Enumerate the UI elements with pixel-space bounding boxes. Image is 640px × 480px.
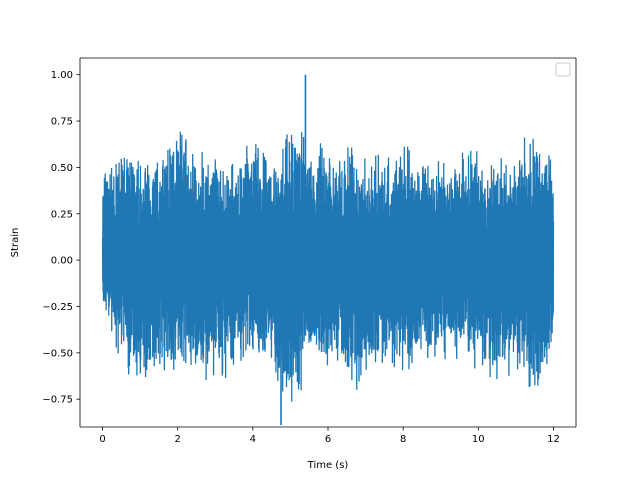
x-tick-label: 4: [250, 434, 256, 445]
y-tick-label: 0.25: [51, 209, 73, 220]
y-tick-label: 0.75: [51, 117, 73, 128]
x-axis-label: Time (s): [307, 460, 349, 471]
y-tick-label: 1.00: [51, 70, 73, 81]
x-tick-label: 2: [175, 434, 181, 445]
y-tick-label: 0.50: [51, 163, 73, 174]
y-axis-ticks: −0.75 −0.50 −0.25 0.00 0.25 0.50 0.75 1.00: [42, 70, 80, 406]
x-tick-label: 6: [325, 434, 331, 445]
y-tick-label: −0.50: [42, 348, 73, 359]
axes: [79, 57, 577, 428]
y-tick-label: −0.75: [42, 395, 73, 406]
signal-line: [101, 131, 555, 402]
y-tick-label: 0.00: [51, 256, 73, 267]
x-axis-ticks: 0 2 4 6 8 10 12: [99, 427, 560, 445]
x-tick-label: 12: [547, 434, 560, 445]
x-tick-label: 0: [99, 434, 105, 445]
legend-box[interactable]: [555, 62, 571, 77]
x-tick-label: 8: [400, 434, 406, 445]
y-tick-label: −0.25: [42, 302, 73, 313]
y-axis-label: Strain: [10, 228, 21, 258]
x-tick-label: 10: [472, 434, 485, 445]
signal-series: [101, 74, 555, 426]
